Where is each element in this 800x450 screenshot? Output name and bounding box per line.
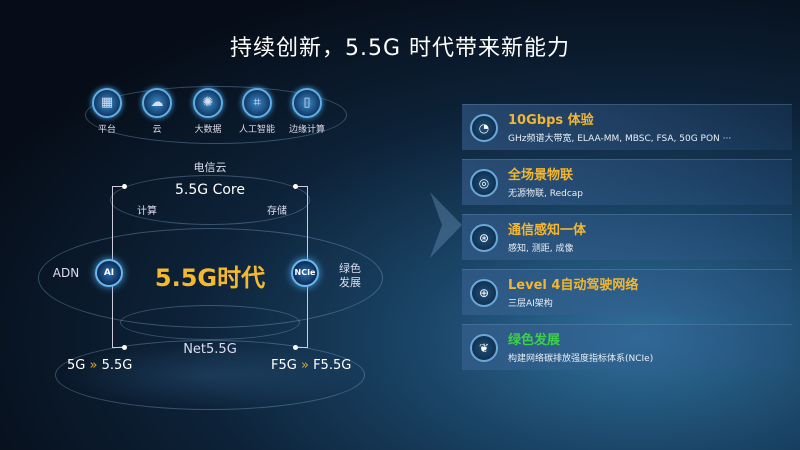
- adn-label: ADN: [52, 266, 80, 280]
- bracket-dot: [293, 345, 298, 350]
- ai-node: AI: [95, 259, 123, 287]
- cloud-icon: ☁: [142, 88, 172, 118]
- leaf-icon: ❦: [470, 334, 498, 362]
- edge-computing-icon: ▯: [292, 88, 322, 118]
- bracket-dot: [122, 345, 127, 350]
- compute-label: 计算: [137, 206, 157, 217]
- storage-label: 存储: [267, 206, 287, 217]
- speed-icon: ◔: [470, 114, 498, 142]
- top-icon-big-data: ✺ 大数据: [183, 88, 233, 135]
- top-icon-platform: ▦ 平台: [82, 88, 132, 135]
- from-label: F5G: [271, 358, 297, 373]
- right-evolution: F5G » F5.5G: [271, 358, 351, 373]
- chevron-right-icon: »: [89, 358, 98, 373]
- arrow-right-icon: [430, 192, 462, 258]
- slide-title: 持续创新，5.5G 时代带来新能力: [229, 36, 571, 61]
- top-icon-cloud: ☁ 云: [132, 88, 182, 135]
- core-label: 5.5G Core: [175, 182, 245, 198]
- base-ring: [55, 340, 365, 410]
- left-evolution: 5G » 5.5G: [67, 358, 132, 373]
- top-icon-edge: ▯ 边缘计算: [282, 88, 332, 135]
- feature-title: 全场景物联: [508, 168, 574, 183]
- feature-desc: 三层AI架构: [508, 299, 553, 309]
- feature-title: 绿色发展: [508, 333, 561, 348]
- feature-title: 10Gbps 体验: [508, 113, 594, 128]
- ncie-node: NCIe: [291, 259, 319, 287]
- to-label: 5.5G: [101, 358, 133, 373]
- to-label: F5.5G: [313, 358, 352, 373]
- core-ring: [110, 175, 310, 225]
- network-globe-icon: ⊕: [470, 279, 498, 307]
- feature-row: ❦ 绿色发展构建网络碳排放强度指标体系(NCIe): [462, 324, 792, 370]
- feature-desc: 感知, 测距, 成像: [508, 244, 574, 254]
- net-label: Net5.5G: [183, 342, 237, 357]
- feature-desc: GHz频谱大带宽, ELAA-MM, MBSC, FSA, 50G PON ··…: [508, 134, 732, 144]
- icon-label: 平台: [97, 125, 116, 135]
- top-ring: [85, 86, 347, 144]
- ai-chip-icon: ⌗: [242, 88, 272, 118]
- bracket-dot: [122, 184, 127, 189]
- feature-row: ⊛ 通信感知一体感知, 测距, 成像: [462, 214, 792, 260]
- lower-ring: [120, 305, 300, 340]
- feature-row: ◔ 10Gbps 体验 GHz频谱大带宽, ELAA-MM, MBSC, FSA, …: [462, 104, 792, 150]
- chevron-right-icon: »: [300, 358, 309, 373]
- from-label: 5G: [67, 358, 86, 373]
- iot-icon: ◎: [470, 169, 498, 197]
- feature-desc: 无源物联, Redcap: [508, 189, 583, 199]
- icon-label: 云: [152, 125, 162, 135]
- green-label-1: 绿色: [339, 262, 361, 275]
- icon-label: 人工智能: [238, 125, 275, 135]
- icon-label: 大数据: [194, 125, 222, 135]
- feature-row: ◎ 全场景物联无源物联, Redcap: [462, 159, 792, 205]
- center-title: 5.5G时代: [154, 264, 266, 292]
- feature-title: 通信感知一体: [508, 223, 587, 238]
- icon-label: 边缘计算: [288, 125, 325, 135]
- top-icon-ai: ⌗ 人工智能: [232, 88, 282, 135]
- green-label-2: 发展: [339, 276, 361, 289]
- feature-row: ⊕ Level 4自动驾驶网络三层AI架构: [462, 269, 792, 315]
- platform-icon: ▦: [92, 88, 122, 118]
- feature-title: Level 4自动驾驶网络: [508, 278, 639, 293]
- cloud-label: 电信云: [193, 161, 227, 174]
- sensing-icon: ⊛: [470, 224, 498, 252]
- bracket-dot: [293, 184, 298, 189]
- feature-desc: 构建网络碳排放强度指标体系(NCIe): [508, 354, 654, 364]
- big-data-icon: ✺: [193, 88, 223, 118]
